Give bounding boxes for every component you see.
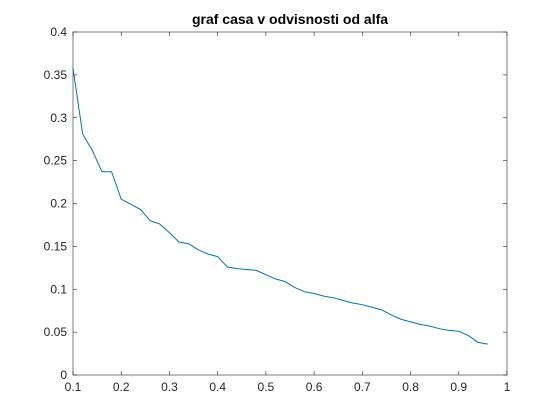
series-line: [72, 67, 488, 345]
y-tick-label: 0.1: [50, 282, 67, 296]
plot-area: 0.1 0.2 0.3 0.4 0.5 0.6 0.7 0.8 0.9 1 0 0.05 0.1 0.15…: [44, 25, 511, 394]
x-tick-label: 0.5: [258, 380, 275, 394]
y-tick-label: 0.4: [50, 25, 67, 39]
y-tick-label: 0: [60, 368, 67, 382]
x-tick-label: 0.4: [209, 380, 226, 394]
x-tick-label: 1: [504, 380, 511, 394]
chart-title: graf casa v odvisnosti od alfa: [192, 11, 388, 27]
x-tick-label: 0.1: [65, 380, 82, 394]
axes-box: [72, 31, 508, 376]
y-tick-label: 0.05: [44, 325, 68, 339]
y-tick-label: 0.2: [50, 197, 67, 211]
x-tick-label: 0.9: [450, 380, 467, 394]
x-tick-label: 0.6: [306, 380, 323, 394]
y-tick-label: 0.35: [44, 68, 68, 82]
x-tick-label: 0.7: [354, 380, 371, 394]
y-tick-label: 0.3: [50, 111, 67, 125]
y-tick-label: 0.15: [44, 239, 68, 253]
x-tick-label: 0.8: [402, 380, 419, 394]
x-tick-label: 0.2: [113, 380, 130, 394]
x-tick-label: 0.3: [161, 380, 178, 394]
y-tick-label: 0.25: [44, 154, 68, 168]
